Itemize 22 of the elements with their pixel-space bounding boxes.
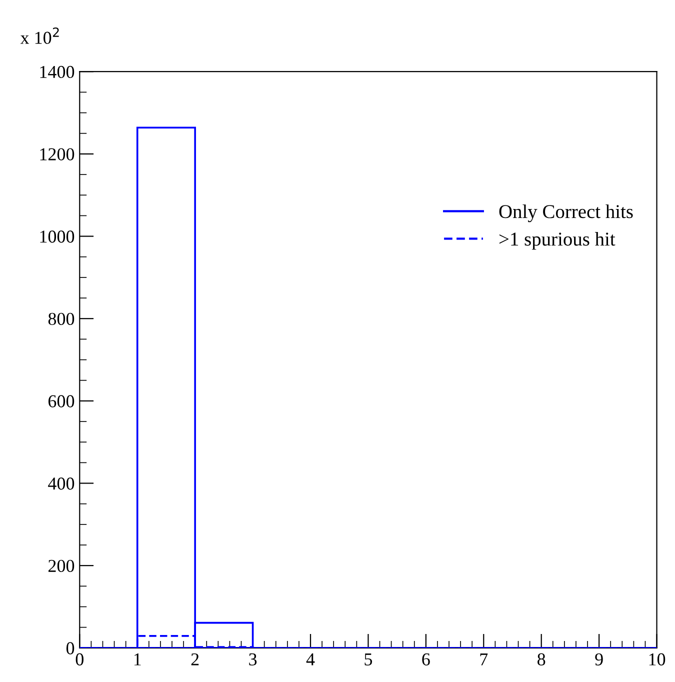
y-tick-label: 1400 [40,66,74,78]
x-tick-label: 10 [649,653,666,666]
legend-label: >1 spurious hit [499,232,616,250]
y-tick-label: 600 [48,395,74,408]
y-tick-label: 200 [48,560,74,572]
y-tick-label: 400 [48,478,74,490]
x-tick-label: 7 [480,653,488,666]
x-tick-label: 0 [76,653,84,666]
x-tick-label: 4 [306,653,315,666]
y-tick-label: 800 [48,312,74,326]
x-tick-label: 6 [422,653,430,666]
y-tick-label: 1000 [40,230,74,243]
y-tick-label: 1200 [40,148,74,160]
text: x 10$^{2}$ [20,27,59,44]
legend-label: Only Correct hits [499,204,633,222]
y-tick-label: 0 [66,642,74,654]
x-tick-label: 9 [595,653,603,666]
x-tick-label: 8 [538,653,546,666]
x-tick-label: 3 [249,653,257,666]
x-tick-label: 1 [134,653,141,666]
x-tick-label: 2 [191,653,199,666]
x-tick-label: 5 [364,653,372,666]
